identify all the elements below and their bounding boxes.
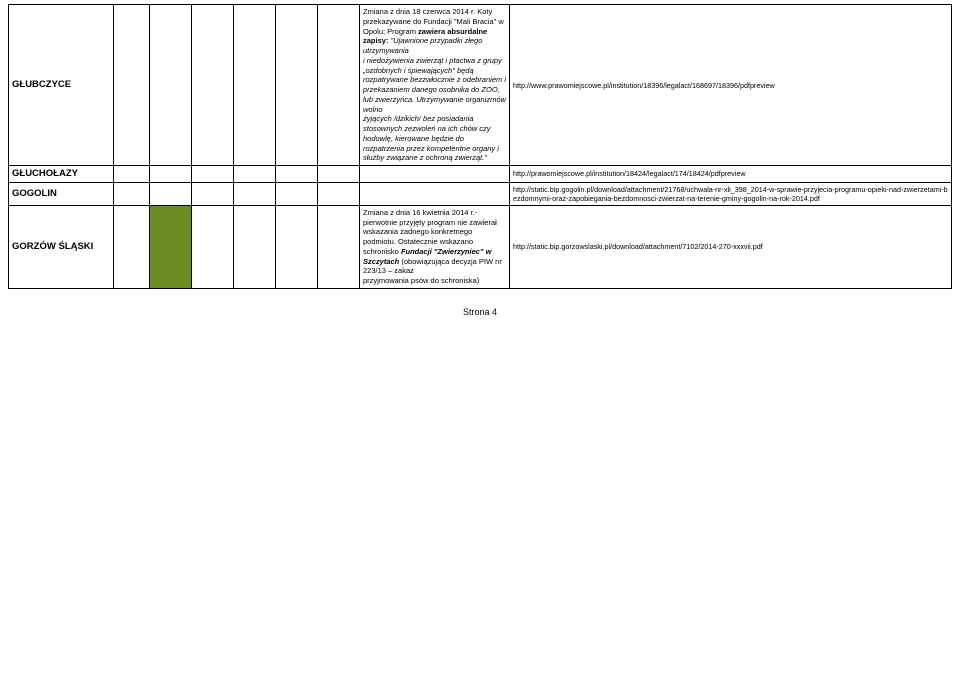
col-3 [150, 182, 192, 205]
col-4 [192, 166, 234, 183]
col-6 [276, 205, 318, 288]
row-name: GOGOLIN [9, 182, 114, 205]
col-3 [150, 205, 192, 288]
row-description: Zmiana z dnia 18 czerwca 2014 r. Koty pr… [360, 5, 510, 166]
row-link: http://www.prawomiejscowe.pl/institution… [510, 5, 952, 166]
row-link: http://prawomiejscowe.pl/institution/184… [510, 166, 952, 183]
col-7 [318, 166, 360, 183]
col-6 [276, 182, 318, 205]
col-7 [318, 205, 360, 288]
col-2 [114, 182, 150, 205]
row-description [360, 166, 510, 183]
col-6 [276, 5, 318, 166]
col-6 [276, 166, 318, 183]
table-row: GOGOLIN http://static.bip.gogolin.pl/down… [9, 182, 952, 205]
col-2 [114, 166, 150, 183]
row-description [360, 182, 510, 205]
col-4 [192, 205, 234, 288]
row-link: http://static.bip.gogolin.pl/download/at… [510, 182, 952, 205]
col-4 [192, 182, 234, 205]
row-description: Zmiana z dnia 16 kwietnia 2014 r.- pierw… [360, 205, 510, 288]
col-2 [114, 205, 150, 288]
col-5 [234, 182, 276, 205]
col-7 [318, 5, 360, 166]
col-5 [234, 205, 276, 288]
col-5 [234, 166, 276, 183]
row-name: GORZÓW ŚLĄSKI [9, 205, 114, 288]
table-row: GŁUCHOŁAZY http://prawomiejscowe.pl/insti… [9, 166, 952, 183]
col-7 [318, 182, 360, 205]
page-footer: Strona 4 [8, 307, 952, 317]
col-3 [150, 5, 192, 166]
col-3 [150, 166, 192, 183]
row-name: GŁUBCZYCE [9, 5, 114, 166]
col-2 [114, 5, 150, 166]
data-table: GŁUBCZYCE Zmiana z dnia 18 czerwca 2014 r… [8, 4, 952, 289]
table-row: GŁUBCZYCE Zmiana z dnia 18 czerwca 2014 r… [9, 5, 952, 166]
table-row: GORZÓW ŚLĄSKI Zmiana z dnia 16 kwietnia 2… [9, 205, 952, 288]
row-link: http://static.bip.gorzowslaski.pl/downlo… [510, 205, 952, 288]
row-name: GŁUCHOŁAZY [9, 166, 114, 183]
col-4 [192, 5, 234, 166]
col-5 [234, 5, 276, 166]
